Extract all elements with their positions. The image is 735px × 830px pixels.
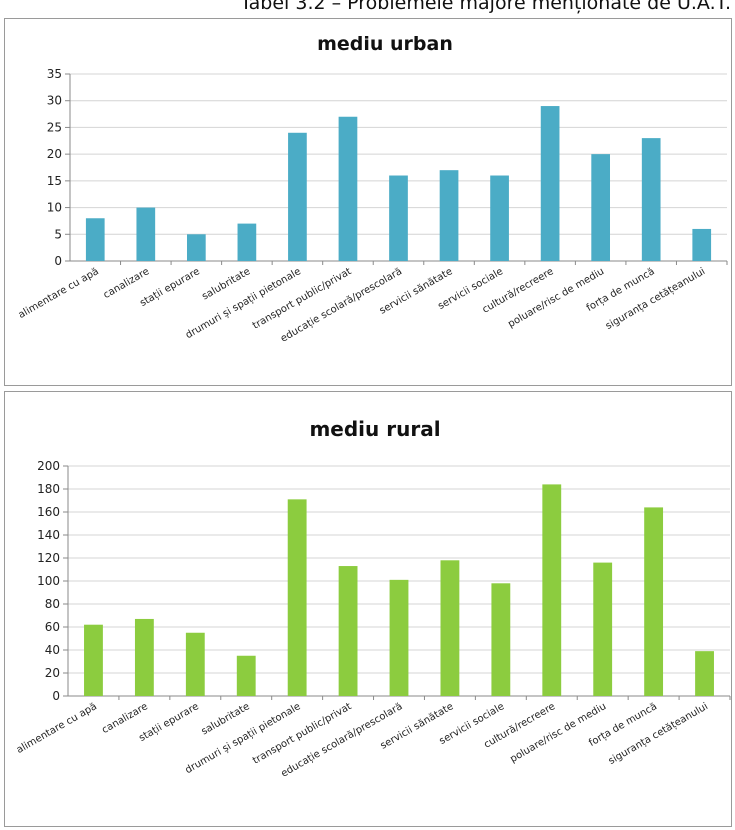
- y-tick-label: 0: [54, 254, 62, 268]
- bar: [287, 499, 307, 696]
- bar: [134, 618, 154, 696]
- table-caption: Tabel 3.2 – Problemele majore menționate…: [240, 0, 731, 14]
- y-tick-label: 100: [37, 574, 60, 588]
- bar: [591, 154, 611, 261]
- bar: [593, 562, 613, 696]
- chart-urban: mediu urban 0 5 10 15 20 25 30 35 alimentare cu a…: [17, 33, 728, 345]
- chart-panel-rural: mediu rural 0 20 40 60 80 100 120 140 160 180 200 al…: [4, 391, 732, 827]
- bar: [186, 234, 206, 261]
- y-tick-label: 200: [37, 459, 60, 473]
- bar: [237, 223, 257, 261]
- y-tick-label: 30: [47, 94, 62, 108]
- bar: [288, 132, 307, 261]
- bar: [389, 175, 408, 261]
- chart-content: mediu urban 0 5 10 15 20 25 30 35 alimentare cu a…: [17, 33, 728, 345]
- bar: [389, 579, 409, 696]
- y-tick-label: 35: [47, 67, 62, 81]
- bar: [644, 507, 664, 696]
- y-tick-label: 10: [47, 201, 62, 215]
- bar: [641, 138, 661, 261]
- y-tick-label: 40: [45, 643, 60, 657]
- y-tick-label: 120: [37, 551, 60, 565]
- y-tick-label: 80: [45, 597, 60, 611]
- chart-title: mediu rural: [309, 417, 440, 441]
- y-tick-label: 140: [37, 528, 60, 542]
- y-tick-label: 160: [37, 505, 60, 519]
- y-tick-label: 20: [45, 666, 60, 680]
- y-tick-label: 25: [47, 120, 62, 134]
- bar: [490, 175, 509, 261]
- y-tick-label: 60: [45, 620, 60, 634]
- bar: [692, 228, 712, 261]
- bar: [136, 207, 156, 261]
- y-tick-label: 5: [54, 227, 62, 241]
- bar: [338, 116, 358, 261]
- bar: [542, 484, 562, 696]
- bar: [540, 106, 560, 261]
- chart-panel-urban: mediu urban 0 5 10 15 20 25 30 35 alimentare cu a…: [4, 18, 732, 386]
- bar: [236, 655, 256, 696]
- bar: [440, 560, 460, 696]
- bar: [338, 566, 358, 696]
- bar: [491, 583, 511, 696]
- x-tick-label: alimentare cu apă: [17, 266, 101, 321]
- bar: [695, 651, 714, 696]
- chart-title: mediu urban: [317, 33, 453, 55]
- x-tick-label: poluare/risc de mediu: [506, 266, 606, 330]
- y-tick-label: 20: [47, 147, 62, 161]
- y-tick-label: 180: [37, 482, 60, 496]
- y-tick-label: 0: [52, 689, 60, 703]
- y-tick-label: 15: [47, 174, 62, 188]
- x-tick-label: poluare/risc de mediu: [508, 701, 608, 765]
- bar: [439, 170, 459, 261]
- bar: [84, 624, 103, 696]
- chart-rural: mediu rural 0 20 40 60 80 100 120 140 160 180 200 al…: [15, 417, 731, 780]
- bar: [185, 632, 205, 696]
- x-tick-label: alimentare cu apă: [15, 701, 99, 756]
- bar: [85, 218, 105, 261]
- chart-content: mediu rural 0 20 40 60 80 100 120 140 160 180 200 al…: [15, 417, 731, 780]
